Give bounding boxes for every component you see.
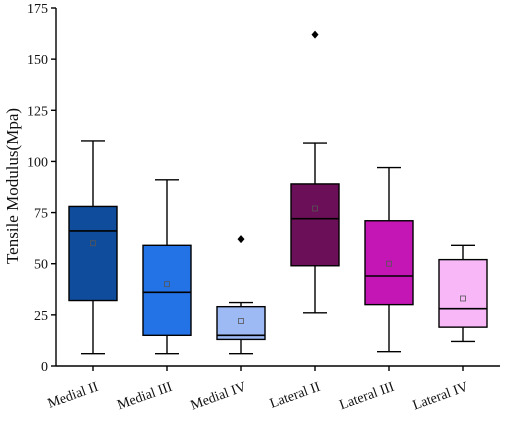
x-tick-label: Lateral III [338,380,397,414]
box [68,205,118,302]
y-tick-label: 150 [27,53,48,68]
outlier-point [237,235,245,244]
box [142,244,192,337]
mean-marker [90,240,96,247]
mean-marker [312,205,318,212]
box [438,258,488,328]
box-group [290,30,340,314]
x-axis: Medial II Medial III Medial IV Lateral II La… [46,365,500,414]
box-group [142,179,192,355]
mean-marker [164,281,170,288]
box [216,305,266,341]
mean-marker [460,295,466,302]
mean-marker [238,318,244,324]
box-series [68,30,488,355]
y-tick-label: 125 [27,104,48,119]
y-axis: 0 25 50 75 100 125 150 175 [27,2,57,375]
y-tick-label: 175 [27,2,48,17]
y-tick-label: 75 [34,207,48,222]
box-group [68,140,118,355]
box-group [216,235,266,355]
x-tick-label: Lateral II [268,380,323,412]
outlier-point [311,30,319,39]
mean-marker [386,260,392,267]
y-tick-label: 50 [34,258,48,273]
box-group [438,244,488,343]
y-tick-label: 25 [34,309,48,324]
y-axis-title: Tensile Modulus(Mpa) [3,108,22,264]
x-tick-label: Medial IV [189,380,249,414]
y-tick-label: 0 [41,360,48,375]
box [364,220,414,306]
x-tick-label: Medial III [116,380,175,414]
y-tick-label: 100 [27,155,48,170]
box [290,183,340,267]
box-group [364,166,414,353]
x-tick-label: Medial II [46,380,101,412]
x-tick-label: Lateral IV [411,380,471,414]
